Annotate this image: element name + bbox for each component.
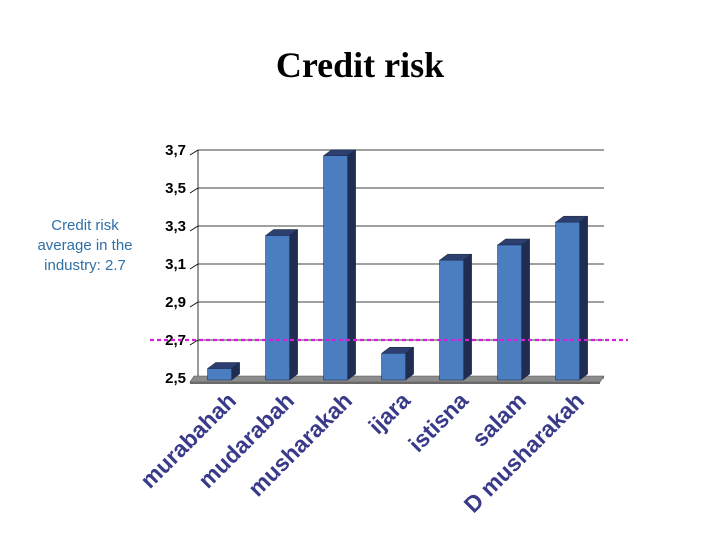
bar [439, 259, 464, 381]
bar [381, 352, 406, 381]
x-category-label: istisna [403, 387, 473, 457]
tick-mark [189, 301, 199, 308]
bars [206, 149, 589, 381]
bar [555, 221, 580, 381]
annotation-line-1: Credit risk [51, 217, 119, 234]
y-tick-label: 3,5 [165, 180, 186, 197]
y-tick-label: 3,1 [165, 256, 186, 273]
bar-side [347, 149, 356, 381]
bar-side [521, 238, 530, 381]
y-tick-label: 3,3 [165, 218, 186, 235]
tick-mark [189, 339, 199, 346]
bar [207, 368, 232, 381]
bar-side [579, 215, 588, 381]
tick-mark [189, 149, 199, 156]
y-tick-label: 2,7 [165, 332, 186, 349]
y-tick-label: 2,5 [165, 370, 186, 387]
chart-title: Credit risk [275, 45, 445, 85]
annotation-line-3: industry: 2.7 [44, 257, 126, 274]
bar-side [463, 253, 472, 381]
bar [497, 244, 522, 381]
floor-edge [190, 382, 600, 384]
bar-side [289, 229, 298, 381]
industry-average-annotation: Credit risk average in the industry: 2.7 [14, 216, 156, 276]
y-tick-label: 2,9 [165, 294, 186, 311]
tick-mark [189, 225, 199, 232]
y-tick-label: 3,7 [165, 142, 186, 159]
annotation-line-2: average in the [37, 237, 133, 254]
tick-mark [189, 263, 199, 270]
bar [323, 155, 348, 381]
y-axis-ticks: 3,7 3,5 3,3 3,1 2,9 2,7 2,5 [165, 142, 186, 387]
bar [265, 235, 290, 381]
x-category-label: ijara [363, 387, 415, 439]
tick-mark [189, 187, 199, 194]
